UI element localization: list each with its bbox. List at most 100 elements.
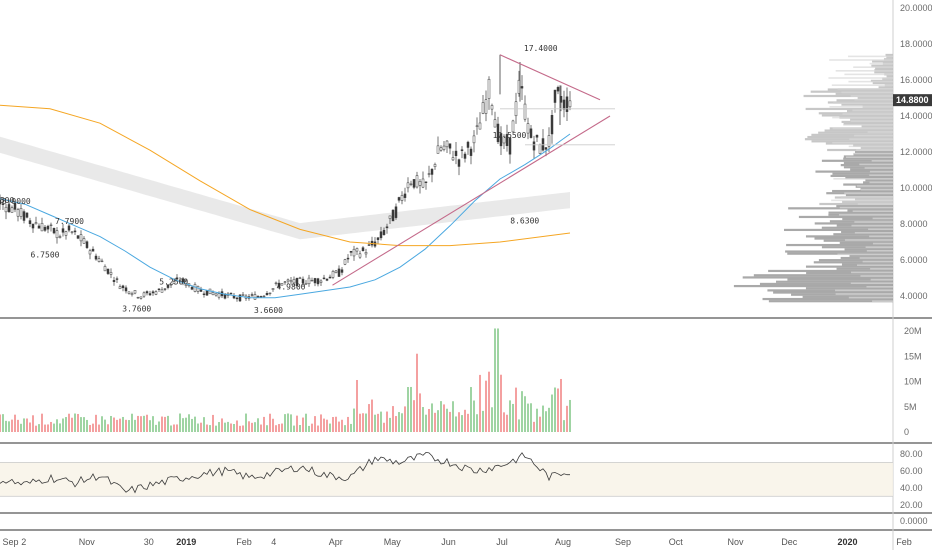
rsi-tick-label: 20.00 [900,500,923,510]
candle-body [295,277,299,286]
candle-body [217,293,221,298]
volume-bar [68,413,70,432]
volume-profile-bar [850,95,893,97]
candle-body [466,141,470,148]
volume-profile-bar [835,70,893,72]
volume-bar [50,421,52,432]
volume-bar [332,417,334,432]
moving-average-slow [0,104,571,247]
volume-bar [215,425,217,432]
price-annotation: 3.7600 [122,304,151,313]
volume-bar [551,394,553,432]
time-tick-label: 2020 [838,537,858,547]
candle-body [157,288,161,290]
volume-bar [521,391,523,432]
rsi-line [0,451,570,494]
volume-profile-bar [848,296,893,299]
volume-profile-bar [878,86,893,89]
candle-body [136,297,140,299]
candle-body [112,280,116,282]
candle-body [190,286,194,290]
volume-bar [188,414,190,432]
volume-bar [497,328,499,432]
volume-bar [257,418,259,432]
volume-profile-bar [828,77,893,79]
time-tick-label: Oct [669,537,684,547]
volume-bar [203,417,205,432]
candle-body [16,209,20,217]
price-tick-label: 10.0000 [900,183,932,193]
price-annotation: 3.6600 [254,306,283,315]
candle-body [568,100,572,108]
volume-bar [242,425,244,432]
volume-bar [89,424,91,432]
volume-profile-bar [821,114,893,117]
candle-body [103,266,107,272]
candle-body [205,290,209,296]
volume-profile-bar [870,278,893,281]
candle-body [388,215,392,219]
candle-body [418,181,422,186]
volume-profile-bar [872,217,893,220]
candle-body [391,209,395,222]
volume-bar [452,401,454,432]
candle-body [202,293,206,295]
candle-body [22,211,26,221]
candle-body [313,278,317,284]
candle-body [28,220,32,224]
candle-body [481,102,485,114]
volume-profile-bar [869,174,893,176]
volume-bar [71,417,73,432]
candle-body [445,140,449,148]
volume-bar [536,408,538,432]
volume-bar [41,413,43,432]
candle-body [163,288,167,290]
candle-body [292,278,296,284]
volume-bar [281,423,283,432]
volume-bar [347,416,349,432]
volume-bar [173,424,175,432]
volume-profile-bar [844,73,893,76]
volume-bar [425,414,427,432]
candle-body [430,168,434,175]
time-tick-label: Aug [555,537,571,547]
volume-profile-bar [830,174,893,178]
volume-profile-bar [859,163,893,166]
volume-bar [263,416,265,432]
candle-body [19,208,23,217]
volume-profile-bar [836,205,893,208]
volume-bar [53,423,55,432]
candle-body [526,123,530,134]
volume-profile-bar [885,53,893,57]
volume-profile-bar [872,242,893,245]
volume-bar [62,418,64,432]
candle-body [544,147,548,150]
candle-body [91,248,95,252]
volume-profile-bar [818,131,893,134]
candle-body [358,253,362,258]
candle-body [442,145,446,150]
volume-profile-bar [853,152,893,155]
volume-profile-bar [869,181,893,184]
volume-bar [563,420,565,432]
candle-body [0,199,2,205]
candle-body [55,230,59,239]
volume-bar [443,404,445,432]
volume-bar [512,403,514,432]
candle-body [181,278,185,283]
candle-body [298,277,302,279]
rsi-tick-label: 60.00 [900,466,923,476]
volume-profile-bar [829,106,893,108]
volume-profile-bar [861,125,893,128]
volume-bar [302,417,304,432]
candle-body [166,284,170,288]
candle-body [193,284,197,292]
candle-body [238,294,242,302]
candle-body [34,222,38,225]
volume-bar [8,421,10,432]
volume-profile-bar [843,157,893,160]
volume-bar [353,408,355,432]
volume-profile-bar [871,160,893,162]
volume-bar [116,419,118,432]
